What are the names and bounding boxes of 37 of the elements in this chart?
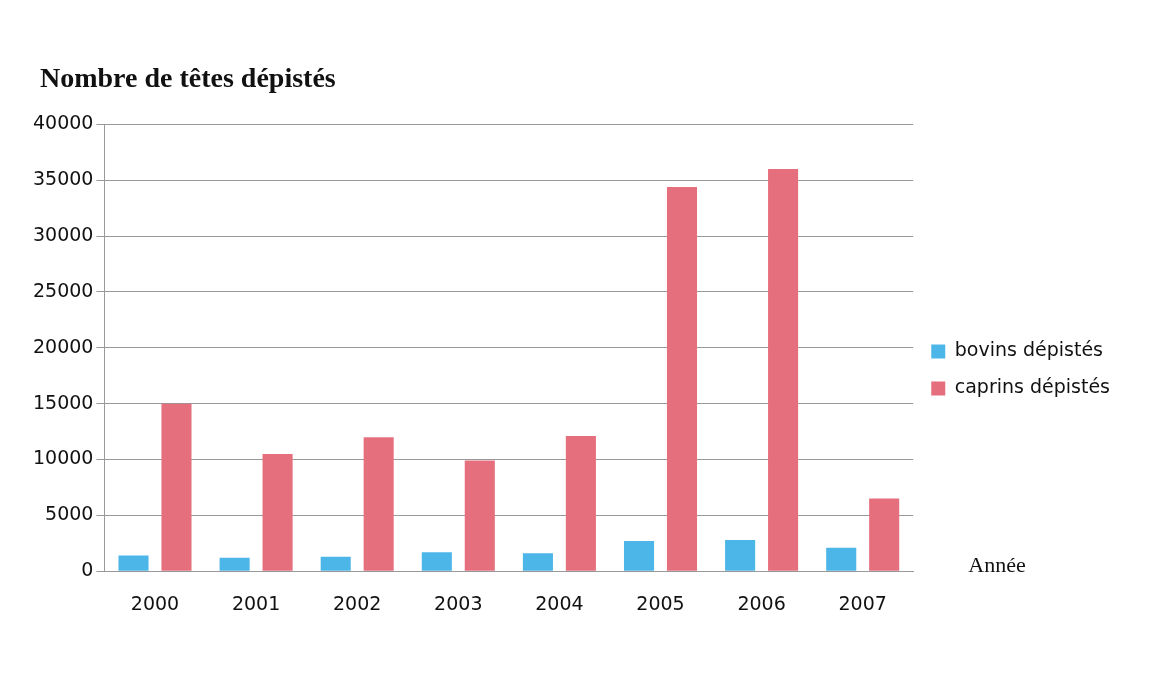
bar <box>421 552 452 571</box>
y-tick-label: 30000 <box>32 223 94 246</box>
bar <box>161 403 192 571</box>
y-tick-label: 15000 <box>32 390 94 413</box>
bar <box>262 453 293 571</box>
bar <box>565 436 596 571</box>
x-tick-label: 2000 <box>130 591 180 614</box>
y-tick-label: 5000 <box>45 502 94 525</box>
x-tick-label: 2002 <box>333 591 382 614</box>
bar <box>768 169 799 571</box>
legend-label: bovins dépistés <box>954 338 1103 361</box>
y-tick-label: 35000 <box>32 167 94 190</box>
bar <box>869 498 900 571</box>
y-tick-label: 10000 <box>32 446 94 469</box>
x-tick-label: 2006 <box>737 591 786 614</box>
x-tick-label: 2005 <box>636 591 685 614</box>
x-axis-title: Année <box>968 551 1026 577</box>
y-tick-label: 40000 <box>32 111 94 134</box>
y-tick-label: 20000 <box>32 334 94 357</box>
y-tick-label: 0 <box>81 558 94 581</box>
x-tick-label: 2003 <box>434 591 483 614</box>
legend-label: caprins dépistés <box>954 375 1110 398</box>
bar <box>666 186 698 571</box>
y-tick-label: 25000 <box>32 278 94 301</box>
bar <box>725 539 756 571</box>
x-tick-label: 2001 <box>231 591 281 614</box>
x-tick-label: 2004 <box>535 591 584 614</box>
bar <box>219 557 250 571</box>
bar <box>118 555 149 571</box>
bar <box>464 460 495 571</box>
bar <box>623 541 655 571</box>
x-tick-label: 2007 <box>838 591 887 614</box>
bar <box>320 556 351 571</box>
chart-title: Nombre de têtes dépistés <box>40 62 336 94</box>
bar <box>363 437 394 571</box>
bar <box>522 553 553 571</box>
bar <box>826 547 857 571</box>
